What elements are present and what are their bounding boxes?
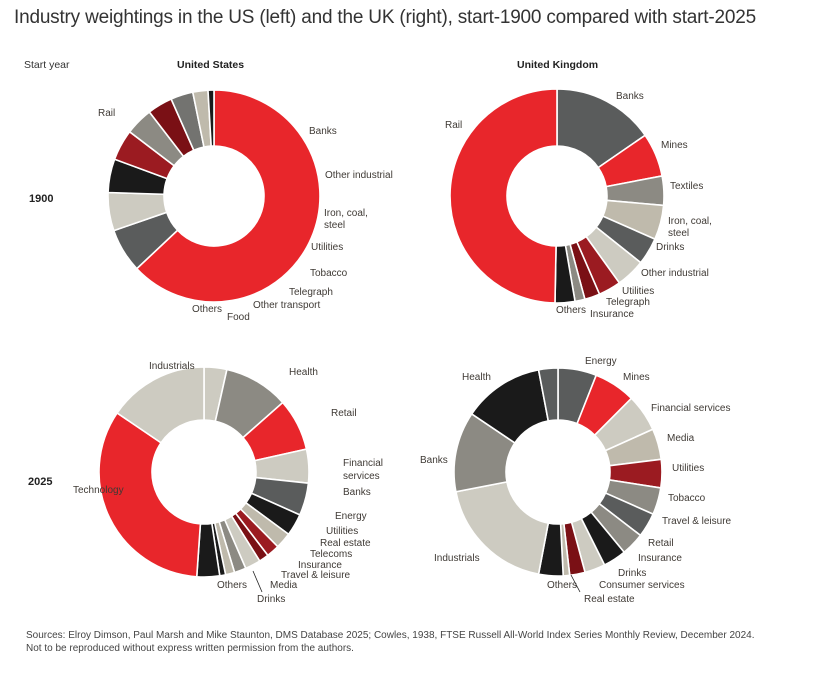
col-header-us: United States	[177, 59, 245, 71]
label-real-estate: Real estate	[584, 594, 635, 605]
label-banks: Banks	[343, 487, 371, 498]
label-mines: Mines	[661, 140, 688, 151]
label-travel-leisure: Travel & leisure	[281, 570, 351, 581]
leader-lines	[252, 570, 581, 593]
slice-industrials	[116, 366, 205, 444]
donut-us-2025	[98, 366, 310, 578]
label-media: Media	[667, 433, 695, 444]
label-iron-coal: Iron, coal,	[324, 208, 368, 219]
donut-uk-1900	[449, 88, 665, 304]
label-retail: Retail	[331, 408, 357, 419]
year-label-1900: 1900	[29, 193, 54, 205]
label-other-transport: Other transport	[253, 300, 320, 311]
label-steel: steel	[668, 228, 689, 239]
label-drinks: Drinks	[618, 568, 646, 579]
label-insurance: Insurance	[638, 553, 682, 564]
labels-uk-2025: Energy Mines Financial services Media Utilit…	[420, 356, 732, 605]
label-utilities: Utilities	[672, 463, 704, 474]
label-consumer-services: Consumer services	[599, 580, 685, 591]
label-other-industrial: Other industrial	[641, 268, 709, 279]
label-services: services	[343, 471, 380, 482]
label-banks: Banks	[420, 455, 448, 466]
slice-others	[207, 89, 215, 147]
label-textiles: Textiles	[670, 181, 703, 192]
label-mines: Mines	[623, 372, 650, 383]
label-telegraph: Telegraph	[289, 287, 333, 298]
label-other-industrial: Other industrial	[325, 170, 393, 181]
labels-uk-1900: Rail Banks Mines Textiles Iron, coal,steel Dr…	[445, 91, 712, 320]
slice-rail	[135, 89, 321, 303]
col-header-uk: United Kingdom	[517, 59, 599, 71]
label-telegraph: Telegraph	[606, 297, 650, 308]
label-energy: Energy	[335, 511, 367, 522]
label-utilities: Utilities	[326, 526, 358, 537]
label-food: Food	[227, 312, 250, 323]
label-rail: Rail	[445, 120, 462, 131]
label-others: Others	[192, 304, 222, 315]
label-rail: Rail	[98, 108, 115, 119]
label-others: Others	[556, 305, 586, 316]
label-others: Others	[217, 580, 247, 591]
chart-title: Industry weightings in the US (left) and…	[14, 7, 756, 28]
labels-us-1900: Rail Banks Other industrial Iron, coal,stee…	[98, 108, 393, 323]
label-utilities: Utilities	[622, 286, 654, 297]
donut-us-1900	[107, 89, 321, 303]
label-telecoms: Telecoms	[310, 549, 352, 560]
label-others: Others	[547, 580, 577, 591]
label-travel-leisure: Travel & leisure	[662, 516, 732, 527]
label-real-estate: Real estate	[320, 538, 371, 549]
label-banks: Banks	[616, 91, 644, 102]
label-steel: steel	[324, 220, 345, 231]
label-tobacco: Tobacco	[310, 268, 348, 279]
leader-line-drinks	[252, 570, 263, 593]
label-technology: Technology	[73, 485, 124, 496]
label-industrials: Industrials	[149, 361, 195, 372]
label-utilities: Utilities	[311, 242, 343, 253]
slice-energy	[537, 367, 559, 422]
label-iron-coal: Iron, coal,	[668, 216, 712, 227]
label-insurance: Insurance	[298, 560, 342, 571]
label-drinks: Drinks	[656, 242, 684, 253]
label-financial: Financial	[343, 458, 383, 469]
slice-rail	[449, 88, 558, 304]
year-label-2025: 2025	[28, 476, 53, 488]
label-insurance: Insurance	[590, 309, 634, 320]
label-industrials: Industrials	[434, 553, 480, 564]
label-drinks: Drinks	[257, 594, 285, 605]
label-tobacco: Tobacco	[668, 493, 706, 504]
donut-uk-2025	[453, 367, 663, 577]
label-media: Media	[270, 580, 298, 591]
label-energy: Energy	[585, 356, 617, 367]
label-financial-services: Financial services	[651, 403, 730, 414]
label-health: Health	[289, 367, 318, 378]
row-header-start-year: Start year	[24, 59, 70, 71]
slice-technology	[98, 411, 202, 578]
labels-us-2025: Industrials Health Retail Financial services…	[73, 361, 383, 605]
label-health: Health	[462, 372, 491, 383]
label-banks: Banks	[309, 126, 337, 137]
leader-line-real-estate	[570, 574, 581, 593]
label-retail: Retail	[648, 538, 674, 549]
source-note: Sources: Elroy Dimson, Paul Marsh and Mi…	[26, 630, 755, 654]
